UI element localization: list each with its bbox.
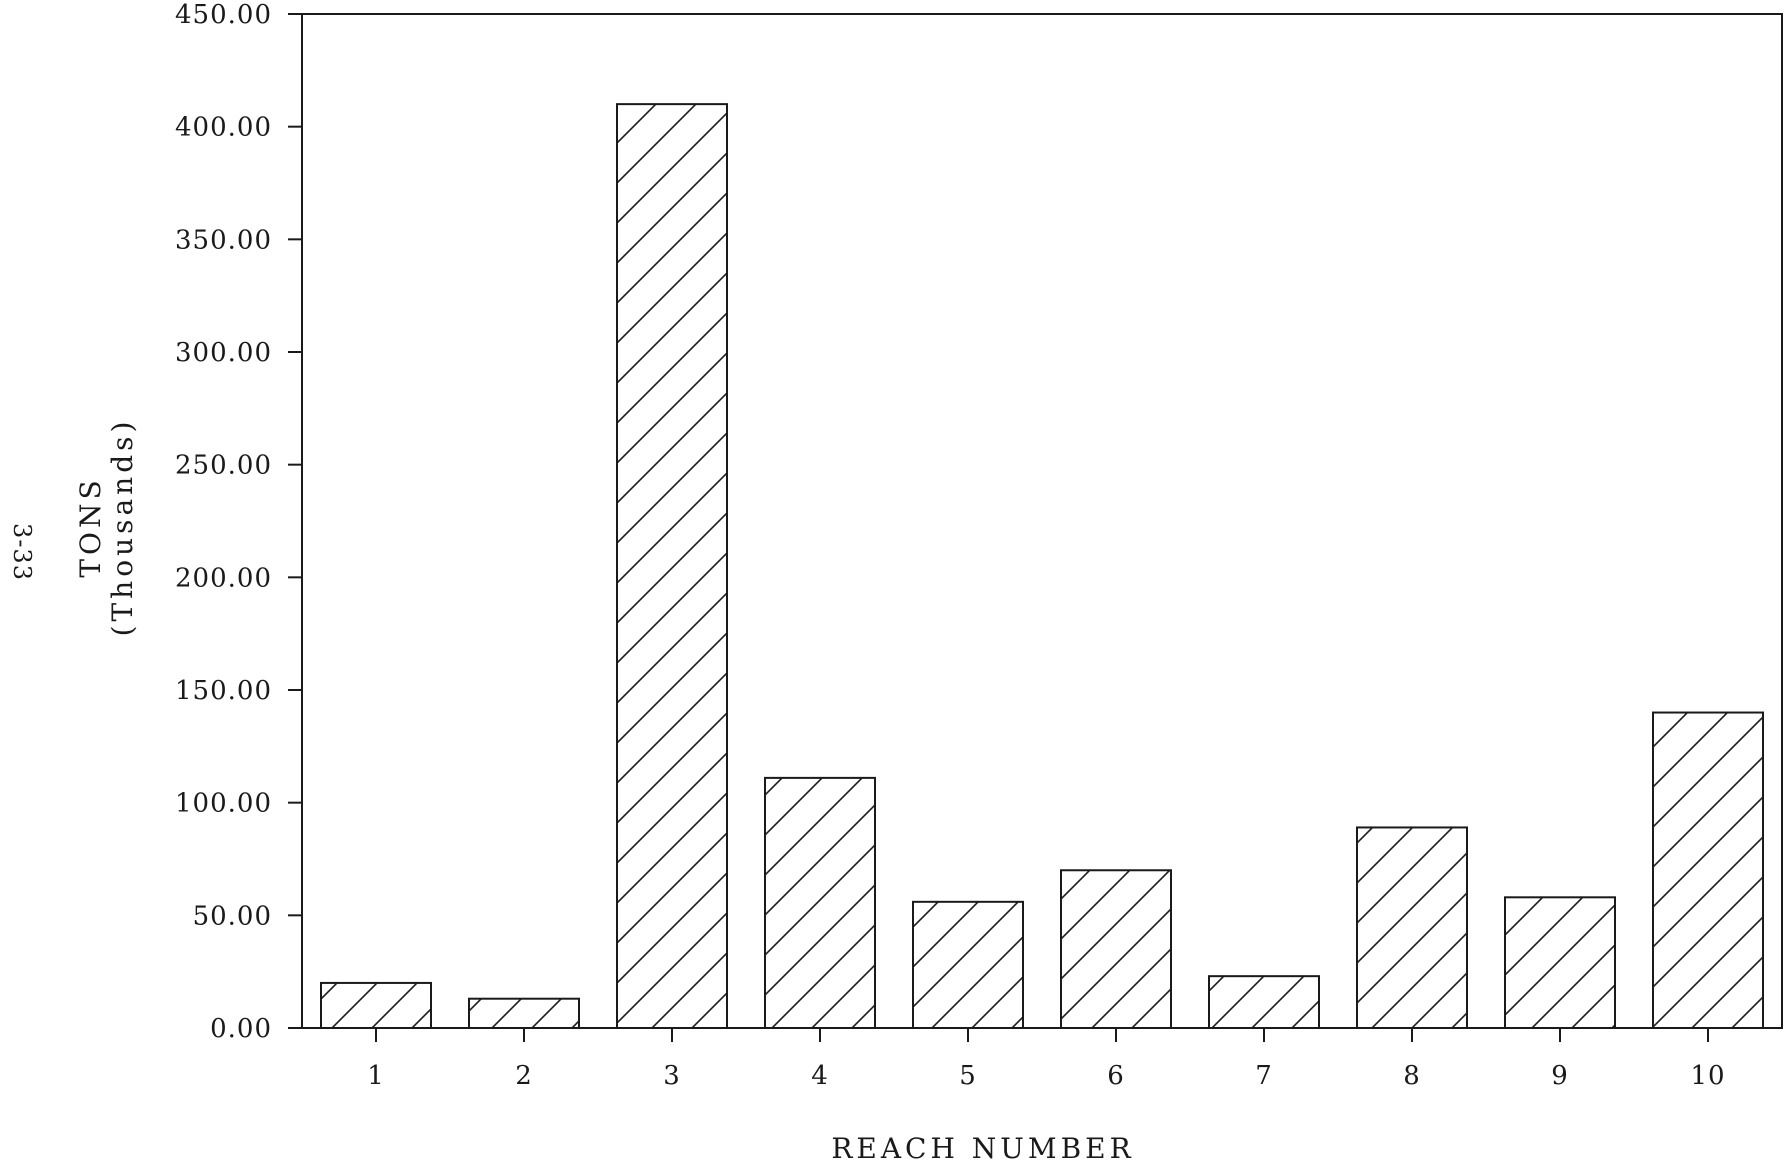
- y-tick-label: 0.00: [210, 1014, 272, 1044]
- bar-reach-5: [912, 900, 1024, 1030]
- y-tick-label: 50.00: [193, 901, 272, 931]
- bar-reach-9: [1504, 896, 1616, 1029]
- bar-reach-2: [468, 997, 580, 1029]
- bar-reach-1: [320, 981, 432, 1030]
- x-tick-label: 3: [663, 1061, 681, 1091]
- plot-area-frame: [301, 13, 1783, 1029]
- x-axis: 1 2 3 4 5 6 7 8 9 10: [367, 1028, 1725, 1091]
- x-tick-label: 8: [1403, 1061, 1421, 1091]
- y-axis-title: TONS (Thousands): [74, 418, 139, 637]
- x-axis-title: REACH NUMBER: [831, 1132, 1134, 1165]
- y-tick-label: 250.00: [175, 451, 272, 481]
- y-tick-label: 200.00: [175, 563, 272, 593]
- y-axis: 0.00 50.00 100.00 150.00 200.00 250.00 300.00 3…: [175, 0, 302, 1044]
- y-tick-label: 450.00: [175, 0, 272, 30]
- y-tick-label: 300.00: [175, 338, 272, 368]
- bar-reach-8: [1356, 826, 1468, 1029]
- x-tick-label: 10: [1690, 1061, 1725, 1091]
- bar-series: [320, 103, 1764, 1030]
- x-tick-label: 2: [515, 1061, 533, 1091]
- page-number: 3-33: [8, 523, 36, 581]
- x-tick-label: 7: [1255, 1061, 1273, 1091]
- bar-reach-6: [1060, 869, 1172, 1029]
- x-tick-label: 5: [959, 1061, 977, 1091]
- y-axis-title-unit: (Thousands): [106, 418, 139, 637]
- bar-reach-4: [764, 776, 876, 1029]
- x-tick-label: 9: [1551, 1061, 1569, 1091]
- y-tick-label: 350.00: [175, 225, 272, 255]
- x-tick-label: 6: [1107, 1061, 1125, 1091]
- y-tick-label: 150.00: [175, 676, 272, 706]
- bar-reach-10: [1652, 711, 1764, 1029]
- page-number-group: 3-33: [8, 523, 36, 581]
- bar-reach-7: [1208, 975, 1320, 1030]
- y-axis-title-main: TONS: [74, 476, 107, 577]
- x-tick-label: 4: [811, 1061, 829, 1091]
- x-tick-label: 1: [367, 1061, 385, 1091]
- bar-reach-3: [616, 103, 728, 1029]
- y-tick-label: 100.00: [175, 789, 272, 819]
- y-tick-label: 400.00: [175, 113, 272, 143]
